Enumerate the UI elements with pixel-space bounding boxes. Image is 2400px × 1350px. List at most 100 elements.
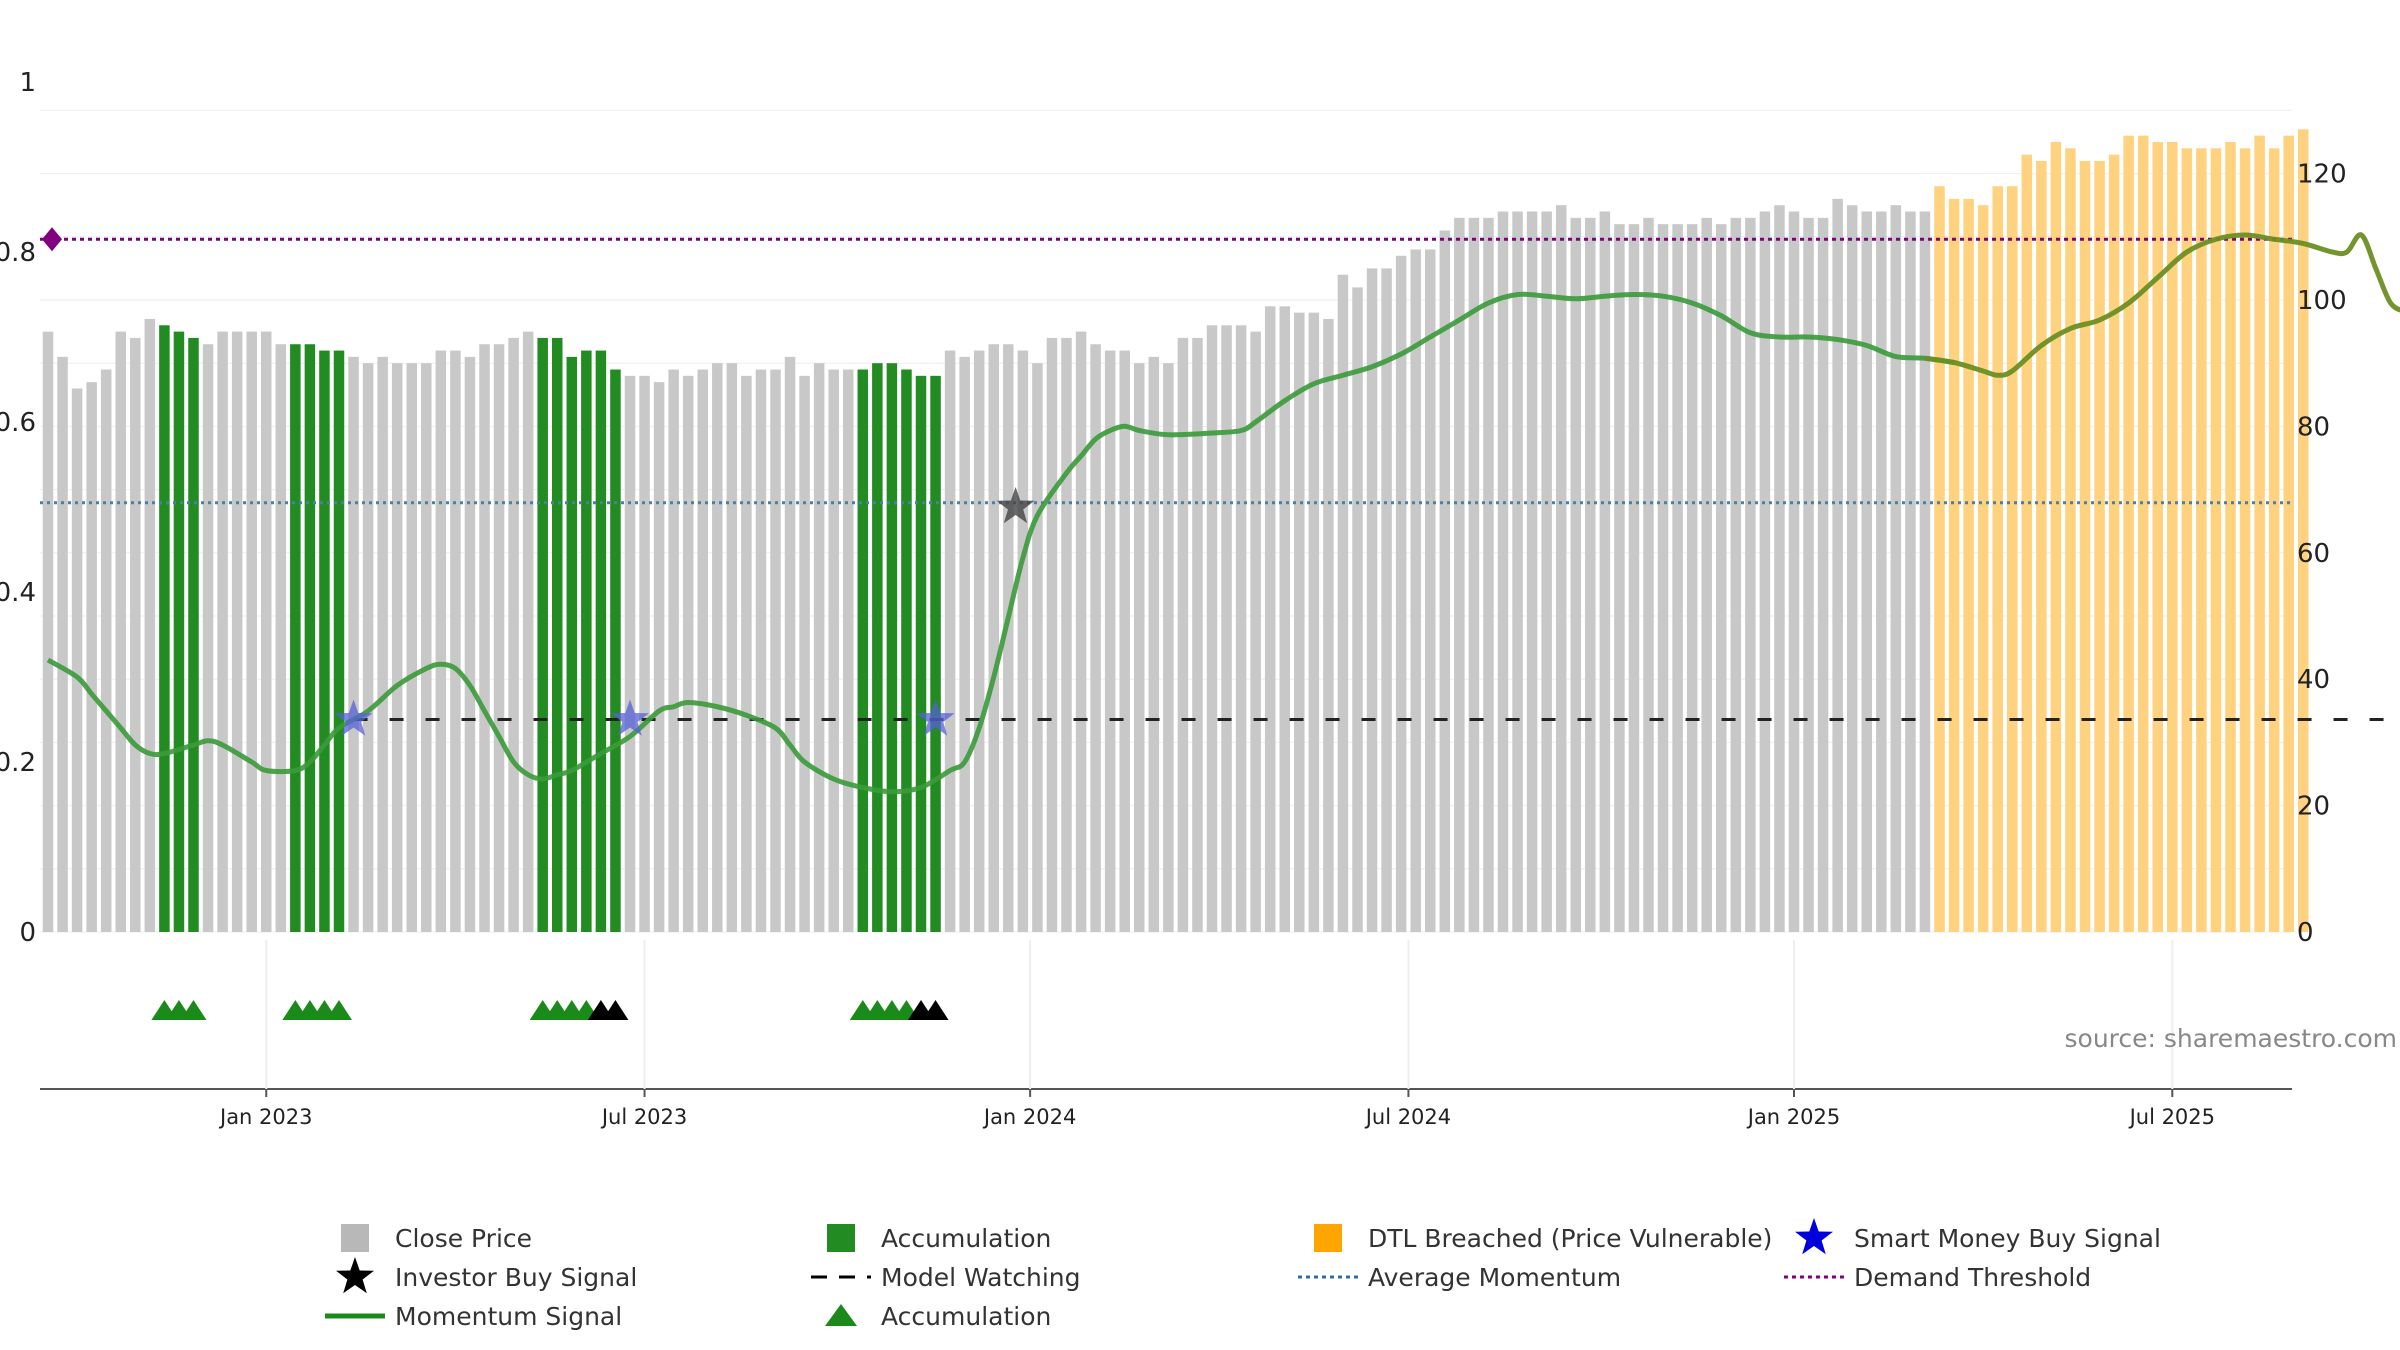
close-price-bar <box>1716 224 1727 932</box>
reference-lines <box>40 227 2398 721</box>
dtl-breached-bar <box>2196 148 2207 932</box>
close-price-bar <box>1686 224 1698 932</box>
legend-item: Accumulation <box>825 1302 1051 1331</box>
close-price-bar <box>1890 205 1902 932</box>
left-axis-tick-label: 0.2 <box>0 748 36 778</box>
close-price-bar <box>391 363 403 932</box>
accumulation-bar <box>610 369 621 932</box>
dtl-breached-bar <box>2268 148 2280 932</box>
accumulation-bar <box>872 363 883 932</box>
close-price-bar <box>1439 230 1451 933</box>
close-price-bar <box>1061 337 1072 932</box>
accumulation-bar <box>333 350 345 932</box>
accumulation-bar <box>304 344 316 932</box>
close-price-bar <box>421 363 432 932</box>
accumulation-bar <box>857 369 869 932</box>
dtl-breached-bar <box>2007 186 2018 933</box>
date-axis: Jan 2023 Jul 2023 Jan 2024 Jul 2024 Jan 2025… <box>40 940 2292 1129</box>
close-price-bar <box>1352 287 1363 932</box>
close-price-bar <box>959 356 970 932</box>
legend-label: Accumulation <box>881 1302 1051 1331</box>
close-price-bar <box>1425 249 1436 932</box>
close-price-bar <box>697 369 708 932</box>
dtl-breached-bar <box>2137 135 2149 932</box>
close-price-bar <box>1483 217 1494 933</box>
close-price-bar <box>1905 211 1916 932</box>
right-axis-tick-label: 80 <box>2297 412 2330 442</box>
close-price-bar <box>668 369 679 932</box>
legend-label: Close Price <box>395 1224 532 1253</box>
legend-star-icon <box>336 1257 374 1294</box>
legend-label: Average Momentum <box>1368 1263 1621 1292</box>
dtl-breached-bar <box>1948 198 1960 932</box>
close-price-bar <box>799 375 810 933</box>
legend-triangle-icon <box>825 1304 857 1326</box>
legend-item: Demand Threshold <box>1784 1263 2091 1292</box>
accumulation-triangle-dark <box>602 1000 629 1020</box>
close-price-bar <box>115 331 126 933</box>
signal-stars <box>334 487 1035 736</box>
accumulation-bar <box>173 331 185 933</box>
close-price-bar <box>1497 211 1509 932</box>
accumulation-bar <box>915 375 927 933</box>
close-price-bar <box>1599 211 1611 932</box>
close-price-bar <box>42 331 54 933</box>
close-price-bar <box>1017 350 1029 932</box>
close-price-bar <box>1119 350 1130 932</box>
close-price-bar <box>1003 344 1014 932</box>
close-price-bar <box>522 331 534 933</box>
dtl-breached-bar <box>2210 148 2222 932</box>
legend-label: Investor Buy Signal <box>395 1263 637 1292</box>
close-price-bar <box>712 363 723 932</box>
close-price-bar <box>479 344 490 932</box>
legend-label: Accumulation <box>881 1224 1051 1253</box>
close-price-bar <box>1279 306 1290 932</box>
close-price-bar <box>1163 363 1174 932</box>
momentum-signal-line-breached <box>1924 232 2400 378</box>
close-price-bar <box>973 350 985 932</box>
date-tick-label: Jul 2023 <box>600 1105 687 1129</box>
close-price-bar <box>741 375 752 933</box>
close-price-bar <box>1570 217 1581 933</box>
dtl-breached-bar <box>2298 129 2309 933</box>
close-price-bar <box>1832 198 1843 932</box>
legend-label: DTL Breached (Price Vulnerable) <box>1368 1224 1772 1253</box>
price-bars <box>42 129 2309 933</box>
close-price-bar <box>144 318 156 933</box>
close-price-bar <box>1192 337 1203 932</box>
close-price-bar <box>1221 325 1232 932</box>
left-axis-tick-label: 0.6 <box>0 408 36 438</box>
close-price-bar <box>1876 211 1887 932</box>
accumulation-triangle-dark <box>922 1000 949 1020</box>
close-price-bar <box>1745 217 1756 933</box>
dtl-breached-bar <box>2167 142 2178 932</box>
demand-threshold-marker <box>42 227 62 252</box>
close-price-bar <box>1337 274 1349 933</box>
close-price-bar <box>1672 224 1683 932</box>
close-price-bar <box>1541 211 1552 932</box>
close-price-bar <box>1046 337 1058 932</box>
dtl-breached-bar <box>2123 135 2134 932</box>
legend-item: Model Watching <box>811 1263 1081 1292</box>
legend-item: Smart Money Buy Signal <box>1795 1218 2161 1255</box>
smart-money-buy-signal-star <box>334 699 373 736</box>
legend-swatch <box>1314 1224 1342 1252</box>
close-price-bar <box>202 344 214 932</box>
accumulation-bar <box>930 375 941 933</box>
dtl-breached-bar <box>2181 148 2193 932</box>
close-price-bar <box>1264 306 1276 932</box>
smart-money-buy-signal-star <box>916 699 955 736</box>
close-price-bar <box>1585 217 1596 933</box>
close-price-bar <box>639 375 650 933</box>
legend-item: Investor Buy Signal <box>336 1257 637 1294</box>
accumulation-triangle <box>180 1000 207 1020</box>
legend-label: Demand Threshold <box>1854 1263 2091 1292</box>
left-axis-tick-label: 0.4 <box>0 578 36 608</box>
close-price-bar <box>726 363 738 932</box>
close-price-bar <box>362 363 374 932</box>
left-axis-tick-label: 0.8 <box>0 238 36 268</box>
dtl-breached-bar <box>2254 135 2265 932</box>
accumulation-triangle <box>326 1000 352 1020</box>
right-axis-tick-label: 20 <box>2297 792 2330 822</box>
right-axis-tick-label: 0 <box>2297 918 2314 948</box>
